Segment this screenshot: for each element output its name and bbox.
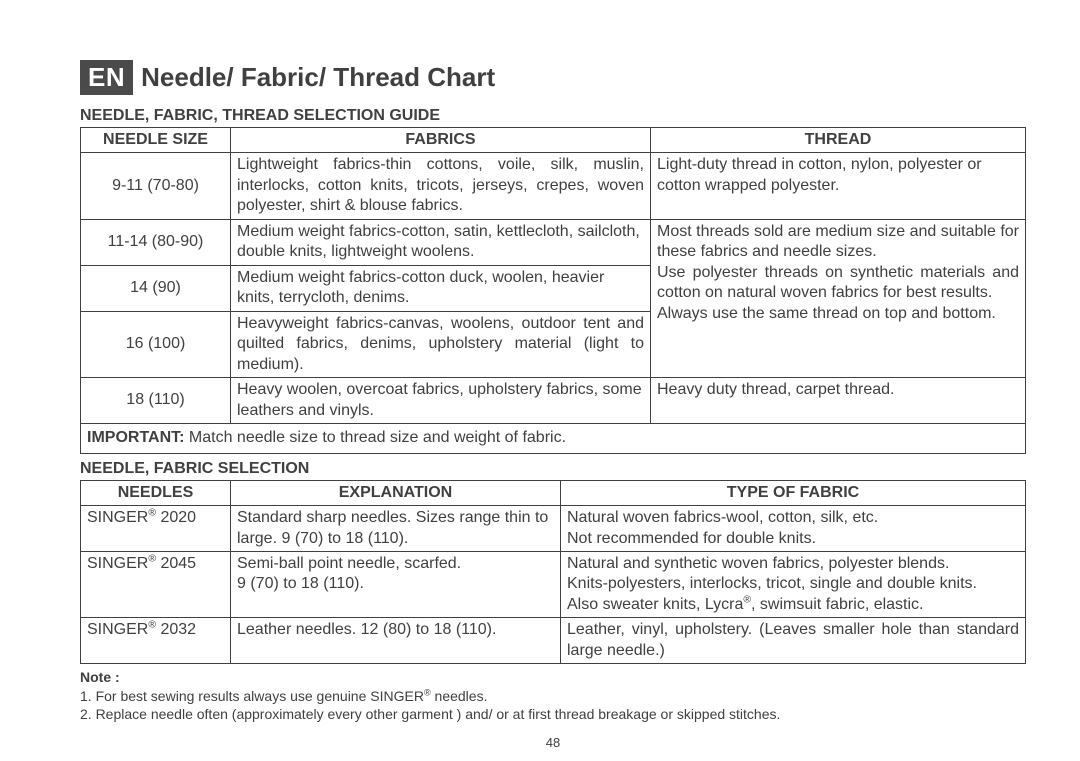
important-row: IMPORTANT: Match needle size to thread s…: [81, 424, 1026, 453]
important-cell: IMPORTANT: Match needle size to thread s…: [81, 424, 1026, 453]
cell-fabric-type: Leather, vinyl, upholstery. (Leaves smal…: [561, 618, 1026, 664]
col-type-fabric: TYPE OF FABRIC: [561, 480, 1026, 505]
reg-mark-icon: ®: [743, 595, 751, 606]
cell-size: 9-11 (70-80): [81, 153, 231, 219]
cell-explanation: Leather needles. 12 (80) to 18 (110).: [231, 618, 561, 664]
table-header-row: NEEDLES EXPLANATION TYPE OF FABRIC: [81, 480, 1026, 505]
cell-size: 16 (100): [81, 311, 231, 377]
cell-fabrics: Lightweight fabrics-thin cottons, voile,…: [231, 153, 651, 219]
cell-fabrics: Heavyweight fabrics-canvas, woolens, out…: [231, 311, 651, 377]
cell-size: 14 (90): [81, 265, 231, 311]
note-line1: 1. For best sewing results always use ge…: [80, 688, 487, 704]
section2-header: NEEDLE, FABRIC SELECTION: [80, 460, 1026, 478]
reg-mark-icon: ®: [148, 620, 156, 631]
title-row: EN Needle/ Fabric/ Thread Chart: [80, 60, 1026, 95]
cell-thread: Heavy duty thread, carpet thread.: [651, 378, 1026, 424]
note-label: Note :: [80, 669, 120, 685]
cell-size: 11-14 (80-90): [81, 219, 231, 265]
cell-needle: SINGER® 2045: [81, 551, 231, 617]
note-block: Note : 1. For best sewing results always…: [80, 668, 1026, 723]
cell-fabrics: Medium weight fabrics-cotton, satin, ket…: [231, 219, 651, 265]
important-text: Match needle size to thread size and wei…: [184, 429, 566, 446]
table-row: 18 (110) Heavy woolen, overcoat fabrics,…: [81, 378, 1026, 424]
reg-mark-icon: ®: [424, 687, 431, 697]
cell-fabrics: Medium weight fabrics-cotton duck, woole…: [231, 265, 651, 311]
col-thread: THREAD: [651, 128, 1026, 153]
important-label: IMPORTANT:: [87, 429, 184, 446]
selection-guide-table: NEEDLE SIZE FABRICS THREAD 9-11 (70-80) …: [80, 127, 1026, 454]
table-row: SINGER® 2045 Semi-ball point needle, sca…: [81, 551, 1026, 617]
table-row: SINGER® 2032 Leather needles. 12 (80) to…: [81, 618, 1026, 664]
cell-fabric-type: Natural woven fabrics-wool, cotton, silk…: [561, 506, 1026, 552]
page-title: Needle/ Fabric/ Thread Chart: [141, 62, 495, 93]
reg-mark-icon: ®: [148, 508, 156, 519]
table-row: SINGER® 2020 Standard sharp needles. Siz…: [81, 506, 1026, 552]
cell-needle: SINGER® 2032: [81, 618, 231, 664]
reg-mark-icon: ®: [148, 554, 156, 565]
col-explanation: EXPLANATION: [231, 480, 561, 505]
cell-explanation: Standard sharp needles. Sizes range thin…: [231, 506, 561, 552]
cell-thread: Light-duty thread in cotton, nylon, poly…: [651, 153, 1026, 219]
col-needle-size: NEEDLE SIZE: [81, 128, 231, 153]
language-badge: EN: [80, 60, 133, 95]
cell-fabric-type: Natural and synthetic woven fabrics, pol…: [561, 551, 1026, 617]
col-needles: NEEDLES: [81, 480, 231, 505]
page-number: 48: [80, 735, 1026, 750]
col-fabrics: FABRICS: [231, 128, 651, 153]
table-header-row: NEEDLE SIZE FABRICS THREAD: [81, 128, 1026, 153]
cell-thread-merged: Most threads sold are medium size and su…: [651, 219, 1026, 377]
cell-needle: SINGER® 2020: [81, 506, 231, 552]
page-container: EN Needle/ Fabric/ Thread Chart NEEDLE, …: [0, 0, 1080, 760]
needle-fabric-table: NEEDLES EXPLANATION TYPE OF FABRIC SINGE…: [80, 480, 1026, 665]
cell-explanation: Semi-ball point needle, scarfed. 9 (70) …: [231, 551, 561, 617]
section1-header: NEEDLE, FABRIC, THREAD SELECTION GUIDE: [80, 107, 1026, 125]
table-row: 11-14 (80-90) Medium weight fabrics-cott…: [81, 219, 1026, 265]
cell-size: 18 (110): [81, 378, 231, 424]
cell-fabrics: Heavy woolen, overcoat fabrics, upholste…: [231, 378, 651, 424]
table-row: 9-11 (70-80) Lightweight fabrics-thin co…: [81, 153, 1026, 219]
note-line2: 2. Replace needle often (approximately e…: [80, 706, 780, 722]
